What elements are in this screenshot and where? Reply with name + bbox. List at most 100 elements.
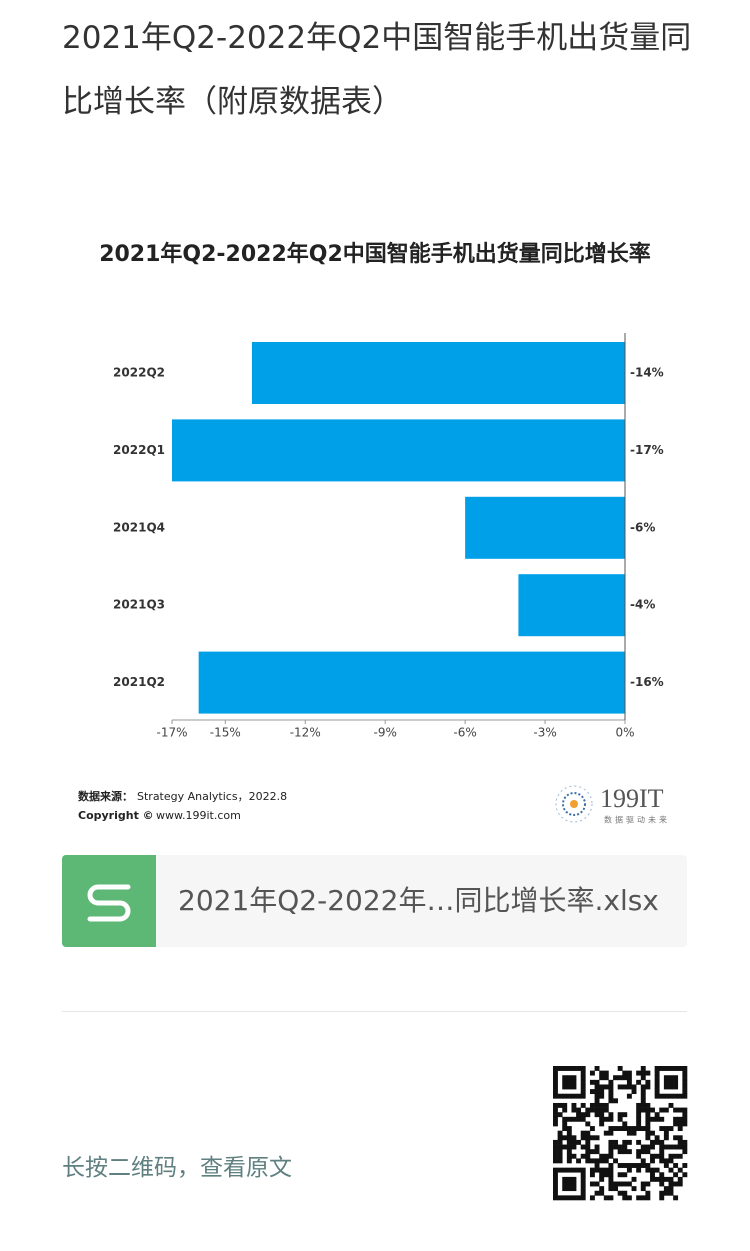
qr-module [576, 1139, 582, 1145]
attachment-card[interactable]: 2021年Q2-2022年…同比增长率.xlsx [62, 855, 687, 947]
qr-module [659, 1190, 665, 1196]
logo-slogan: 数据驱动未来 [604, 815, 670, 825]
qr-module [659, 1093, 665, 1099]
qr-module [682, 1116, 688, 1122]
qr-module [557, 1130, 563, 1136]
qr-module [682, 1079, 688, 1085]
category-label: 2022Q1 [113, 443, 165, 457]
qr-module [645, 1126, 651, 1131]
qr-module [645, 1107, 651, 1113]
qr-module [553, 1112, 558, 1118]
qr-module [557, 1158, 563, 1164]
qr-module [677, 1093, 683, 1099]
qr-module [557, 1144, 563, 1150]
qr-module [626, 1149, 632, 1155]
qr-module [608, 1116, 614, 1122]
qr-module [682, 1172, 688, 1178]
qr-module [594, 1098, 600, 1104]
qr-module [668, 1093, 674, 1099]
x-tick-label: -6% [453, 726, 476, 740]
qr-module [650, 1107, 655, 1113]
qr-module [566, 1139, 572, 1145]
qr-module [626, 1195, 632, 1201]
qr-module [603, 1084, 609, 1090]
file-name: 2021年Q2-2022年…同比增长率.xlsx [178, 884, 659, 917]
qr-module [640, 1066, 646, 1071]
qr-module [631, 1084, 637, 1090]
qr-module [673, 1144, 679, 1150]
qr-module [617, 1163, 623, 1168]
qr-module [682, 1084, 688, 1090]
qr-module [613, 1075, 618, 1081]
qr-module [562, 1126, 568, 1131]
qr-module [677, 1121, 683, 1127]
qr-module [631, 1163, 637, 1168]
qr-module [640, 1084, 646, 1090]
qr-module [608, 1098, 614, 1104]
qr-module [659, 1172, 665, 1178]
qr-module [631, 1126, 637, 1131]
qr-module [673, 1135, 679, 1141]
qr-module [599, 1116, 605, 1122]
qr-module [585, 1135, 591, 1141]
qr-module [580, 1153, 586, 1159]
qr-module [617, 1084, 623, 1090]
qr-module [626, 1167, 632, 1173]
qr-module [636, 1139, 642, 1145]
qr-module [617, 1149, 623, 1155]
qr-module [562, 1144, 568, 1150]
qr-module [594, 1112, 600, 1118]
qr-module [553, 1186, 558, 1192]
qr-module [608, 1167, 614, 1173]
qr-module [580, 1186, 586, 1192]
qr-module [562, 1135, 568, 1141]
qr-module [645, 1112, 651, 1118]
qr-module [650, 1153, 655, 1159]
qr-module [580, 1172, 586, 1178]
qr-module [668, 1102, 674, 1108]
qr-module [645, 1121, 651, 1127]
qr-module [640, 1149, 646, 1155]
source-label: 数据来源： [78, 789, 133, 803]
qr-module [580, 1135, 586, 1141]
qr-module [589, 1135, 595, 1141]
x-tick-label: 0% [615, 726, 634, 740]
qr-module [682, 1107, 688, 1113]
chart-title: 2021年Q2-2022年Q2中国智能手机出货量同比增长率 [99, 241, 651, 267]
qr-module [562, 1093, 568, 1099]
qr-module [650, 1130, 655, 1136]
qr-module [663, 1126, 669, 1131]
qr-module [562, 1084, 568, 1090]
qr-module [668, 1066, 674, 1071]
qr-module [576, 1195, 582, 1201]
qr-module [626, 1079, 632, 1085]
qr-module [594, 1066, 600, 1071]
qr-module [677, 1107, 683, 1113]
qr-module [608, 1093, 614, 1099]
qr-module [589, 1167, 595, 1173]
qr-module [580, 1144, 586, 1150]
qr-module [654, 1070, 660, 1076]
qr-module [682, 1075, 688, 1081]
qr-module [659, 1181, 665, 1187]
qr-module [613, 1139, 618, 1145]
qr-module [617, 1116, 623, 1122]
qr-module [603, 1167, 609, 1173]
qr-module [677, 1135, 683, 1141]
qr-module [580, 1176, 586, 1182]
qr-module [608, 1153, 614, 1159]
qr-module [589, 1149, 595, 1155]
qr-module [682, 1066, 688, 1071]
qr-module [585, 1130, 591, 1136]
qr-module [585, 1149, 591, 1155]
qr-module [599, 1107, 605, 1113]
category-label: 2021Q2 [113, 675, 165, 689]
qr-module [636, 1112, 642, 1118]
qr-module [594, 1093, 600, 1099]
qr-module [636, 1126, 642, 1131]
qr-module [608, 1126, 614, 1131]
qr-module [599, 1089, 605, 1095]
qr-module [626, 1130, 632, 1136]
qr-module [659, 1153, 665, 1159]
